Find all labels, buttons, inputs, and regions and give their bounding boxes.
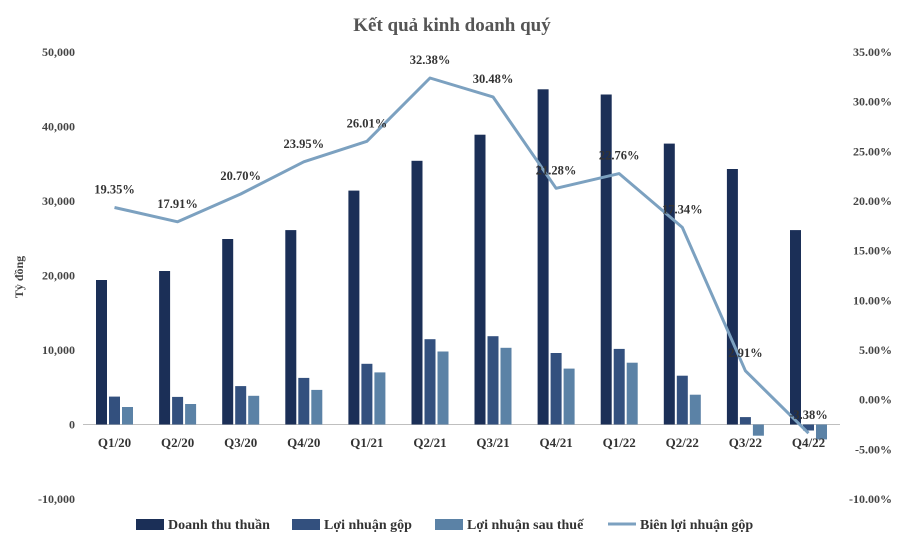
left-tick-label: 40,000	[42, 120, 75, 134]
line-data-label: 20.70%	[220, 169, 261, 183]
bar-lợi-nhuận-sau-thuế-Q4/21	[563, 368, 575, 425]
line-series-group	[114, 76, 810, 435]
bar-lợi-nhuận-gộp-Q3/20	[235, 386, 247, 425]
left-tick-label: 0	[69, 418, 75, 432]
legend: Doanh thu thuần Lợi nhuận gộp Lợi nhuận sa…	[136, 518, 753, 533]
right-axis-ticks: 35.00% 30.00% 25.00% 20.00% 15.00% 10.00% 5.00…	[849, 45, 892, 506]
bar-doanh-thu-thuần-Q3/21	[474, 134, 486, 425]
bar-lợi-nhuận-gộp-Q2/22	[676, 375, 688, 425]
legend-label: Doanh thu thuần	[168, 518, 270, 533]
x-tick-label: Q3/20	[224, 435, 257, 450]
bar-lợi-nhuận-sau-thuế-Q4/20	[311, 389, 323, 425]
bar-lợi-nhuận-gộp-Q3/22	[739, 417, 751, 425]
line-data-label: 17.91%	[157, 197, 198, 211]
bar-lợi-nhuận-gộp-Q3/21	[487, 336, 499, 425]
x-tick-label: Q4/20	[287, 435, 320, 450]
line-data-label: 19.35%	[94, 183, 135, 197]
line-data-label: 32.38%	[410, 53, 451, 67]
x-tick-label: Q3/21	[476, 435, 509, 450]
right-tick-label: 5.00%	[859, 343, 892, 357]
bar-lợi-nhuận-sau-thuế-Q4/22	[816, 424, 827, 440]
line-data-labels: 19.35% 17.91% 20.70% 23.95% 26.01% 32.38% 30.4…	[94, 53, 828, 422]
right-tick-label: 25.00%	[853, 144, 892, 158]
bar-lợi-nhuận-gộp-Q1/20	[109, 396, 120, 425]
bar-doanh-thu-thuần-Q1/21	[348, 190, 360, 425]
left-tick-label: 50,000	[42, 45, 75, 59]
x-tick-label: Q1/22	[603, 435, 636, 450]
x-tick-label: Q1/20	[98, 435, 131, 450]
bar-doanh-thu-thuần-Q1/20	[96, 280, 107, 425]
bar-lợi-nhuận-sau-thuế-Q1/22	[626, 362, 638, 425]
right-tick-label: 10.00%	[853, 293, 892, 307]
line-data-label: 2.91%	[728, 346, 762, 360]
right-tick-label: -5.00%	[855, 442, 892, 456]
bar-doanh-thu-thuần-Q4/20	[285, 230, 297, 425]
x-axis-ticks: Q1/20 Q2/20 Q3/20 Q4/20 Q1/21 Q2/21 Q3/21 Q4/21…	[98, 435, 825, 450]
bar-doanh-thu-thuần-Q2/22	[663, 143, 675, 425]
line-data-label: 22.76%	[599, 149, 640, 163]
left-axis-ticks: 50,000 40,000 30,000 20,000 10,000 0 -10,000	[38, 45, 75, 506]
x-tick-label: Q1/21	[350, 435, 383, 450]
bar-lợi-nhuận-sau-thuế-Q3/22	[752, 424, 764, 436]
left-tick-label: 10,000	[42, 343, 75, 357]
bar-doanh-thu-thuần-Q2/21	[411, 160, 423, 425]
right-tick-label: 15.00%	[853, 244, 892, 258]
bar-lợi-nhuận-sau-thuế-Q3/21	[500, 347, 512, 425]
left-tick-label: 30,000	[42, 194, 75, 208]
right-tick-label: 0.00%	[859, 393, 892, 407]
bar-series-group	[96, 89, 827, 440]
bar-doanh-thu-thuần-Q2/20	[159, 271, 171, 425]
bar-lợi-nhuận-sau-thuế-Q2/21	[437, 351, 449, 425]
right-tick-label: 35.00%	[853, 45, 892, 59]
x-tick-label: Q4/22	[792, 435, 825, 450]
line-data-label: 21.28%	[536, 163, 577, 177]
bar-doanh-thu-thuần-Q1/22	[600, 94, 612, 425]
x-tick-label: Q2/20	[161, 435, 194, 450]
right-tick-label: 20.00%	[853, 194, 892, 208]
legend-label: Biên lợi nhuận gộp	[640, 518, 753, 533]
bar-doanh-thu-thuần-Q4/21	[537, 89, 549, 425]
chart-title: Kết quả kinh doanh quý	[353, 15, 551, 36]
line-data-label: -3.38%	[789, 408, 828, 422]
line-data-label: 23.95%	[283, 137, 324, 151]
left-tick-label: 20,000	[42, 269, 75, 283]
bar-doanh-thu-thuần-Q4/22	[790, 230, 801, 425]
legend-swatch	[292, 519, 320, 530]
bar-lợi-nhuận-sau-thuế-Q2/22	[689, 394, 701, 425]
x-tick-label: Q2/21	[413, 435, 446, 450]
bar-lợi-nhuận-sau-thuế-Q1/21	[374, 372, 386, 425]
y-axis-label: Tỷ đồng	[12, 256, 26, 298]
left-tick-label: -10,000	[38, 492, 75, 506]
legend-swatch	[136, 519, 164, 530]
bar-lợi-nhuận-gộp-Q1/21	[361, 363, 373, 425]
line-data-label: 17.34%	[662, 202, 703, 216]
bar-lợi-nhuận-gộp-Q1/22	[613, 348, 625, 425]
bar-lợi-nhuận-sau-thuế-Q2/20	[185, 404, 197, 425]
legend-label: Lợi nhuận sau thuế	[467, 518, 584, 533]
bar-lợi-nhuận-gộp-Q2/21	[424, 339, 436, 425]
legend-label: Lợi nhuận gộp	[324, 518, 412, 533]
x-tick-label: Q4/21	[539, 435, 572, 450]
bar-lợi-nhuận-gộp-Q4/21	[550, 353, 562, 425]
bar-lợi-nhuận-gộp-Q4/22	[803, 424, 814, 431]
line-data-label: 30.48%	[473, 72, 514, 86]
right-tick-label: -10.00%	[849, 492, 892, 506]
bar-lợi-nhuận-sau-thuế-Q3/20	[248, 395, 260, 425]
bar-lợi-nhuận-gộp-Q4/20	[298, 377, 310, 425]
x-tick-label: Q3/22	[729, 435, 762, 450]
line-data-label: 26.01%	[347, 116, 388, 130]
line-bien-loi-nhuan-gop	[114, 76, 810, 435]
legend-swatch	[435, 519, 463, 530]
bar-doanh-thu-thuần-Q3/22	[726, 169, 738, 425]
bar-lợi-nhuận-gộp-Q2/20	[172, 396, 184, 425]
right-tick-label: 30.00%	[853, 95, 892, 109]
x-tick-label: Q2/22	[666, 435, 699, 450]
bar-doanh-thu-thuần-Q3/20	[222, 239, 234, 425]
bar-lợi-nhuận-sau-thuế-Q1/20	[122, 407, 133, 425]
